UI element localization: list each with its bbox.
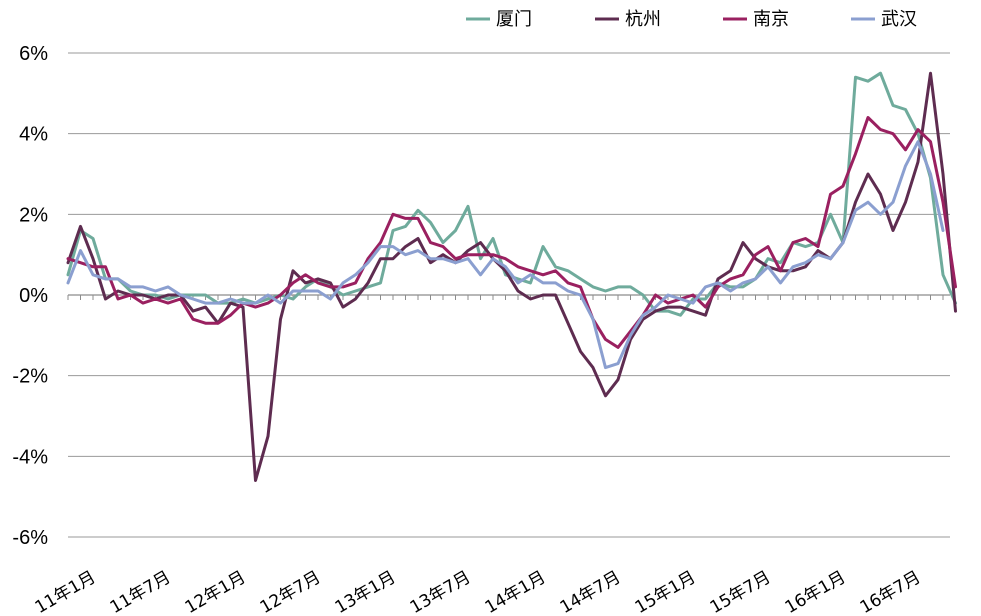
y-tick-label: 2% bbox=[19, 204, 48, 226]
y-tick-label: -6% bbox=[12, 527, 48, 549]
x-tick-label: 14年1月 bbox=[482, 567, 550, 616]
legend-label: 南京 bbox=[753, 9, 789, 30]
x-tick-label: 15年7月 bbox=[707, 567, 775, 616]
x-tick-label: 11年7月 bbox=[107, 567, 175, 616]
series-line-3 bbox=[66, 116, 957, 349]
x-tick-label: 16年1月 bbox=[782, 567, 850, 616]
legend-label: 武汉 bbox=[881, 9, 917, 30]
x-tick-label: 12年7月 bbox=[257, 567, 325, 616]
y-tick-label: -2% bbox=[12, 366, 48, 388]
y-tick-label: 4% bbox=[19, 124, 48, 146]
y-tick-label: -4% bbox=[12, 446, 48, 468]
series-line-4 bbox=[66, 140, 945, 370]
series-line-2 bbox=[66, 71, 957, 482]
y-tick-label: 0% bbox=[19, 285, 48, 307]
x-tick-label: 13年1月 bbox=[332, 567, 400, 616]
x-axis: 11年1月 11年7月 12年1月 12年7月 13年1月 13年7月 14年1月 14年7月… bbox=[32, 294, 950, 616]
y-tick-label: 6% bbox=[19, 43, 48, 65]
x-tick-label: 13年7月 bbox=[407, 567, 475, 616]
x-tick-label: 15年1月 bbox=[632, 567, 700, 616]
legend: 厦门 杭州 南京 武汉 bbox=[466, 9, 917, 30]
gridlines bbox=[68, 52, 950, 538]
x-tick-label: 16年7月 bbox=[857, 567, 925, 616]
legend-label: 杭州 bbox=[625, 9, 661, 30]
x-tick-label: 11年1月 bbox=[32, 567, 100, 616]
x-tick-label: 14年7月 bbox=[557, 567, 625, 616]
legend-label: 厦门 bbox=[496, 9, 532, 30]
y-axis-labels: 6% 4% 2% 0% -2% -4% -6% bbox=[12, 43, 48, 549]
x-tick-label: 12年1月 bbox=[182, 567, 250, 616]
series-lines bbox=[66, 71, 957, 482]
